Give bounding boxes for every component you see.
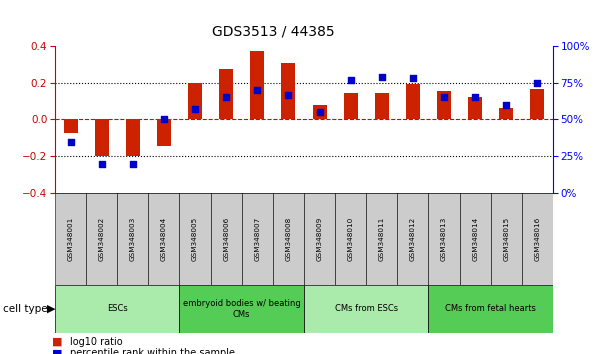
Text: GSM348009: GSM348009 <box>316 217 323 261</box>
Bar <box>86 193 117 285</box>
Bar <box>64 120 78 133</box>
Bar <box>343 93 357 120</box>
Point <box>252 87 262 93</box>
Text: GSM348002: GSM348002 <box>98 217 104 261</box>
Bar <box>313 105 326 120</box>
Point <box>346 77 356 82</box>
Bar <box>491 193 522 285</box>
Point <box>128 161 137 166</box>
Bar <box>273 193 304 285</box>
Bar <box>375 93 389 120</box>
Bar <box>55 285 180 333</box>
Text: GSM348010: GSM348010 <box>348 217 354 261</box>
Bar <box>211 193 242 285</box>
Text: GSM348012: GSM348012 <box>410 217 416 261</box>
Text: cell type: cell type <box>3 304 51 314</box>
Bar <box>157 120 171 146</box>
Point <box>315 109 324 115</box>
Text: CMs from ESCs: CMs from ESCs <box>335 304 398 313</box>
Bar <box>219 69 233 120</box>
Text: GSM348004: GSM348004 <box>161 217 167 261</box>
Bar <box>406 84 420 120</box>
Bar <box>180 285 304 333</box>
Bar <box>180 193 211 285</box>
Bar <box>148 193 180 285</box>
Text: GSM348015: GSM348015 <box>503 217 510 261</box>
Point <box>221 95 231 100</box>
Bar <box>335 193 366 285</box>
Text: GSM348011: GSM348011 <box>379 217 385 261</box>
Bar <box>282 63 295 120</box>
Bar <box>428 193 459 285</box>
Point <box>470 95 480 100</box>
Point <box>502 102 511 108</box>
Point <box>408 75 418 81</box>
Point <box>439 95 449 100</box>
Text: CMs from fetal hearts: CMs from fetal hearts <box>445 304 536 313</box>
Text: GSM348005: GSM348005 <box>192 217 198 261</box>
Bar <box>95 120 109 156</box>
Text: GSM348003: GSM348003 <box>130 217 136 261</box>
Text: percentile rank within the sample: percentile rank within the sample <box>70 348 235 354</box>
Bar <box>428 285 553 333</box>
Bar <box>55 193 86 285</box>
Bar <box>366 193 397 285</box>
Bar <box>304 193 335 285</box>
Bar <box>126 120 140 156</box>
Bar <box>304 285 428 333</box>
Text: embryoid bodies w/ beating
CMs: embryoid bodies w/ beating CMs <box>183 299 301 319</box>
Text: log10 ratio: log10 ratio <box>70 337 123 347</box>
Text: GSM348001: GSM348001 <box>68 217 73 261</box>
Text: ESCs: ESCs <box>107 304 128 313</box>
Bar <box>188 83 202 120</box>
Point <box>190 106 200 112</box>
Bar <box>251 51 265 120</box>
Point <box>284 92 293 97</box>
Text: GSM348014: GSM348014 <box>472 217 478 261</box>
Text: ■: ■ <box>52 337 62 347</box>
Bar <box>499 108 513 120</box>
Bar <box>242 193 273 285</box>
Point <box>65 139 75 144</box>
Text: GSM348008: GSM348008 <box>285 217 291 261</box>
Point <box>159 117 169 122</box>
Text: GSM348013: GSM348013 <box>441 217 447 261</box>
Bar <box>468 97 482 120</box>
Text: ▶: ▶ <box>47 304 56 314</box>
Point <box>97 161 106 166</box>
Bar <box>522 193 553 285</box>
Bar <box>530 89 544 120</box>
Point <box>377 74 387 80</box>
Text: GDS3513 / 44385: GDS3513 / 44385 <box>212 25 335 39</box>
Bar <box>117 193 148 285</box>
Text: GSM348016: GSM348016 <box>535 217 540 261</box>
Text: GSM348007: GSM348007 <box>254 217 260 261</box>
Point <box>533 80 543 86</box>
Text: GSM348006: GSM348006 <box>223 217 229 261</box>
Text: ■: ■ <box>52 348 62 354</box>
Bar <box>459 193 491 285</box>
Bar <box>397 193 428 285</box>
Bar <box>437 91 451 120</box>
